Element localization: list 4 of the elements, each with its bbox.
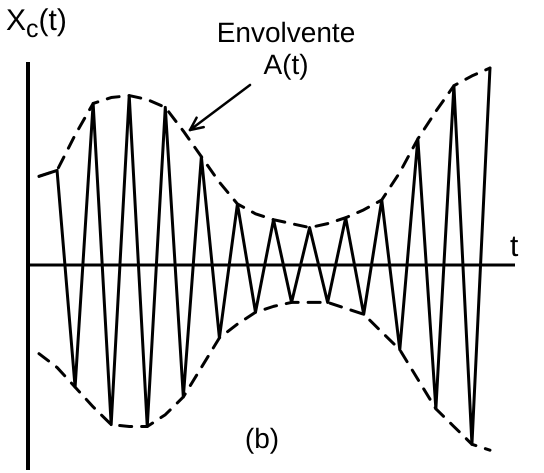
annotation: (b) <box>244 423 280 454</box>
y-axis-title: X$_{c}$(t) <box>6 4 67 43</box>
annotation: Envolvente A(t) <box>216 17 356 80</box>
x-axis-title: t <box>510 230 518 263</box>
